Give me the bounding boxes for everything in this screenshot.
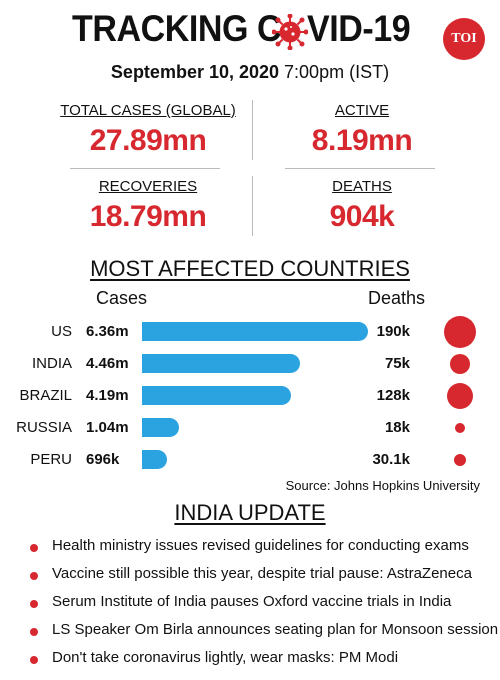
time: 7:00pm (IST) xyxy=(279,62,390,82)
country-label: US xyxy=(51,323,72,340)
deaths-dot xyxy=(455,423,465,433)
divider xyxy=(285,168,435,169)
cases-value-label: 1.04m xyxy=(86,419,129,436)
bullet-icon xyxy=(30,572,38,580)
deaths-value-label: 30.1k xyxy=(372,451,410,468)
country-label: RUSSIA xyxy=(16,419,72,436)
country-label: INDIA xyxy=(31,355,72,372)
bullet-icon xyxy=(30,656,38,664)
stat-value-total-cases: 27.89mn xyxy=(89,124,207,157)
country-label: PERU xyxy=(30,451,72,468)
stat-label-active: ACTIVE xyxy=(334,102,390,119)
header: TRACKING C VID-19 xyxy=(0,6,500,60)
divider xyxy=(252,100,253,160)
date-line: September 10, 2020 7:00pm (IST) xyxy=(0,62,500,83)
list-item-text: Health ministry issues revised guideline… xyxy=(52,537,469,554)
cases-column-header: Cases xyxy=(96,288,148,308)
bullet-icon xyxy=(30,600,38,608)
stat-value-deaths: 904k xyxy=(329,200,395,233)
list-item-text: LS Speaker Om Birla announces seating pl… xyxy=(52,621,499,638)
cases-value-label: 696k xyxy=(86,451,120,468)
list-item-text: Serum Institute of India pauses Oxford v… xyxy=(52,593,452,610)
deaths-column-header: Deaths xyxy=(368,288,426,308)
chart-title-text: MOST AFFECTED COUNTRIES xyxy=(90,256,410,281)
cases-bar xyxy=(142,418,179,437)
deaths-value-label: 75k xyxy=(384,355,410,372)
cases-value-label: 4.19m xyxy=(86,387,129,404)
virus-icon xyxy=(272,14,308,50)
deaths-value-label: 18k xyxy=(384,419,410,436)
deaths-value-label: 190k xyxy=(376,323,410,340)
source-note: Source: Johns Hopkins University xyxy=(285,478,480,493)
india-update-title-text: INDIA UPDATE xyxy=(174,500,326,525)
stat-label-recoveries: RECOVERIES xyxy=(98,178,198,195)
country-label: BRAZIL xyxy=(19,387,72,404)
stat-value-active: 8.19mn xyxy=(311,124,413,157)
page-title-part-1: TRACKING C xyxy=(72,8,282,49)
chart-title: MOST AFFECTED COUNTRIES xyxy=(0,256,500,282)
stat-label-total-cases: TOTAL CASES (GLOBAL) xyxy=(60,102,236,119)
cases-bar xyxy=(142,450,167,469)
bullet-icon xyxy=(30,628,38,636)
cases-value-label: 4.46m xyxy=(86,355,129,372)
cases-value-label: 6.36m xyxy=(86,323,129,340)
deaths-dot xyxy=(444,316,476,348)
page-title-part-2: VID-19 xyxy=(307,8,411,49)
list-item-text: Vaccine still possible this year, despit… xyxy=(52,565,472,582)
cases-bar xyxy=(142,386,291,405)
stat-label-deaths: DEATHS xyxy=(332,178,392,195)
stat-value-recoveries: 18.79mn xyxy=(89,200,207,233)
deaths-dot xyxy=(453,453,467,467)
deaths-value-label: 128k xyxy=(376,387,410,404)
divider xyxy=(252,176,253,236)
india-update-title: INDIA UPDATE xyxy=(0,500,500,526)
deaths-dot xyxy=(446,382,474,410)
deaths-dot xyxy=(449,353,471,375)
list-item-text: Don't take coronavirus lightly, wear mas… xyxy=(52,649,399,666)
bullet-icon xyxy=(30,544,38,552)
cases-bar xyxy=(142,322,368,341)
toi-logo: TOI xyxy=(443,18,485,60)
divider xyxy=(70,168,220,169)
cases-bar xyxy=(142,354,301,373)
date: September 10, 2020 xyxy=(110,62,280,82)
